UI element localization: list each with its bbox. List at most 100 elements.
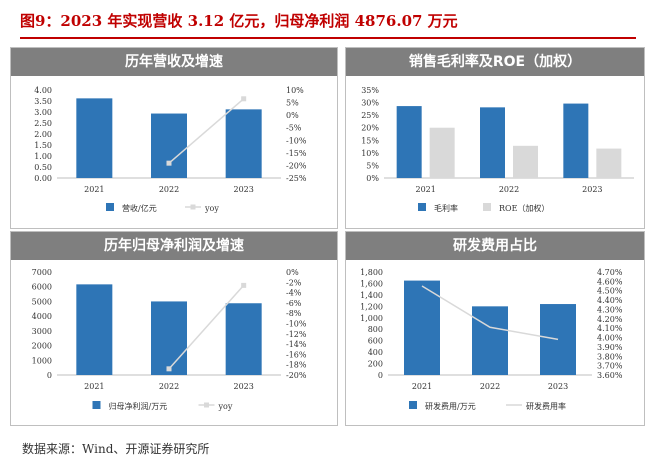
- legend-label: yoy: [218, 402, 233, 411]
- chart-plot: 35% 30% 25% 20% 15% 10% 5% 0% 2021 2022 2023 毛利率 ROE…: [361, 86, 634, 213]
- bar: [225, 109, 262, 178]
- chart-plot: 7000 6000 5000 4000 3000 2000 1000 0 0%-2% -4%-6%…: [32, 268, 307, 411]
- line-point: [241, 282, 247, 288]
- chart-plot: 4.00 3.50 3.00 2.50 2.00 1.50 1.00 0.50 0.00 10% 5…: [34, 86, 307, 213]
- chart-panel-revenue: 历年营收及增速 4.00 3.50 3.00 2.50 2.00 1.50 1.00 0.50…: [10, 47, 338, 229]
- y-tick-label: 0%: [366, 174, 379, 183]
- legend-label: yoy: [204, 204, 219, 213]
- y-tick-label: 600: [368, 337, 383, 346]
- chart-title: 销售毛利率及ROE（加权）: [346, 48, 644, 76]
- y2-tick-label: -16%: [286, 350, 307, 359]
- y2-tick-label: -6%: [286, 299, 302, 308]
- source-note: 数据来源：Wind、开源证券研究所: [22, 442, 210, 456]
- legend-label: 归母净利润/万元: [109, 401, 168, 411]
- bar: [563, 103, 589, 178]
- y-tick-label: 15%: [361, 136, 379, 145]
- figure-title: 图9：2023 年实现营收 3.12 亿元，归母净利润 4876.07 万元: [20, 12, 458, 30]
- y2-tick-label: -15%: [286, 149, 307, 158]
- series-line: [168, 98, 245, 164]
- x-tick-label: 2021: [84, 185, 104, 194]
- y2-tick-label: -20%: [286, 371, 307, 380]
- y-tick-label: 200: [368, 360, 383, 369]
- y-tick-label: 0: [47, 371, 52, 380]
- y2-tick-label: 5%: [286, 99, 299, 108]
- x-tick-label: 2022: [480, 382, 500, 391]
- y2-tick-label: -25%: [286, 174, 307, 183]
- legend-marker: [190, 204, 196, 210]
- y2-tick-label: 4.40%: [597, 296, 623, 305]
- y-tick-label: 3.50: [34, 97, 52, 106]
- y-tick-label: 30%: [361, 99, 379, 108]
- legend-label: 研发费用/万元: [425, 401, 476, 411]
- bar: [151, 301, 187, 375]
- y2-tick-label: -8%: [286, 309, 302, 318]
- y-tick-label: 2.50: [34, 119, 52, 128]
- y-tick-label: 3.00: [34, 108, 52, 117]
- x-tick-label: 2023: [233, 382, 253, 391]
- x-tick-label: 2021: [84, 382, 104, 391]
- line-point: [166, 160, 172, 166]
- y-tick-label: 1.00: [34, 152, 52, 161]
- legend-marker: [204, 402, 209, 408]
- y2-tick-label: 0%: [286, 268, 299, 277]
- legend-swatch: [106, 203, 114, 211]
- y2-tick-label: 4.70%: [597, 268, 623, 277]
- bar: [225, 303, 262, 375]
- y-tick-label: 1.50: [34, 141, 52, 150]
- y2-tick-label: 10%: [286, 86, 304, 95]
- y-tick-label: 1,400: [360, 291, 383, 300]
- y-tick-label: 25%: [361, 111, 379, 120]
- y-tick-label: 2000: [32, 342, 52, 351]
- x-tick-label: 2023: [548, 382, 568, 391]
- bar: [404, 280, 440, 375]
- y-tick-label: 1,800: [360, 268, 383, 277]
- x-tick-label: 2023: [582, 185, 602, 194]
- bar: [396, 106, 422, 178]
- bar: [540, 304, 576, 375]
- legend-swatch: [483, 203, 491, 211]
- y-tick-label: 4000: [32, 312, 52, 321]
- y-tick-label: 7000: [32, 268, 52, 277]
- chart-title: 研发费用占比: [346, 232, 644, 260]
- line-point: [241, 96, 247, 102]
- bar: [480, 107, 505, 178]
- x-tick-label: 2022: [159, 185, 179, 194]
- legend-swatch: [418, 203, 426, 211]
- legend-swatch: [92, 401, 101, 409]
- y-tick-label: 35%: [361, 86, 379, 95]
- chart-title: 历年营收及增速: [11, 48, 337, 76]
- y-tick-label: 20%: [361, 124, 379, 133]
- y2-tick-label: -20%: [286, 161, 307, 170]
- y-tick-label: 6000: [32, 283, 52, 292]
- y-tick-label: 1000: [32, 356, 52, 365]
- y2-tick-label: 4.30%: [597, 305, 623, 314]
- y-tick-label: 0.50: [34, 163, 52, 172]
- y2-tick-label: -2%: [286, 278, 302, 287]
- chart-panel-margin-roe: 销售毛利率及ROE（加权） 35% 30% 25% 20% 15% 10% 5% 0% 2021…: [345, 47, 645, 229]
- bar: [472, 306, 508, 375]
- y-tick-label: 4.00: [34, 86, 52, 95]
- y-tick-label: 800: [368, 325, 383, 334]
- y2-tick-label: 4.00%: [597, 334, 623, 343]
- y2-tick-label: 4.20%: [597, 315, 623, 324]
- y-tick-label: 5%: [366, 161, 379, 170]
- y-tick-label: 1,000: [360, 314, 383, 323]
- y-tick-label: 1,200: [360, 302, 383, 311]
- y2-tick-label: -10%: [286, 136, 307, 145]
- y2-tick-label: 3.90%: [597, 343, 623, 352]
- y-tick-label: 1,600: [360, 279, 383, 288]
- bar: [76, 98, 113, 178]
- y-tick-label: 400: [368, 348, 383, 357]
- legend-label: 研发费用率: [526, 401, 566, 411]
- chart-panel-rd-expense: 研发费用占比 1,800 1,600 1,400 1,200 1,000 800 600 40…: [345, 231, 645, 426]
- y2-tick-label: 0%: [286, 111, 299, 120]
- x-tick-label: 2022: [499, 185, 519, 194]
- chart-title: 历年归母净利润及增速: [11, 232, 337, 260]
- bar: [76, 284, 113, 375]
- x-tick-label: 2023: [233, 185, 253, 194]
- line-point: [166, 366, 172, 372]
- y-tick-label: 0.00: [34, 174, 52, 183]
- chart-plot: 1,800 1,600 1,400 1,200 1,000 800 600 400 200 0 4.…: [360, 268, 623, 411]
- y2-tick-label: 3.80%: [597, 352, 623, 361]
- y2-tick-label: 4.60%: [597, 277, 623, 286]
